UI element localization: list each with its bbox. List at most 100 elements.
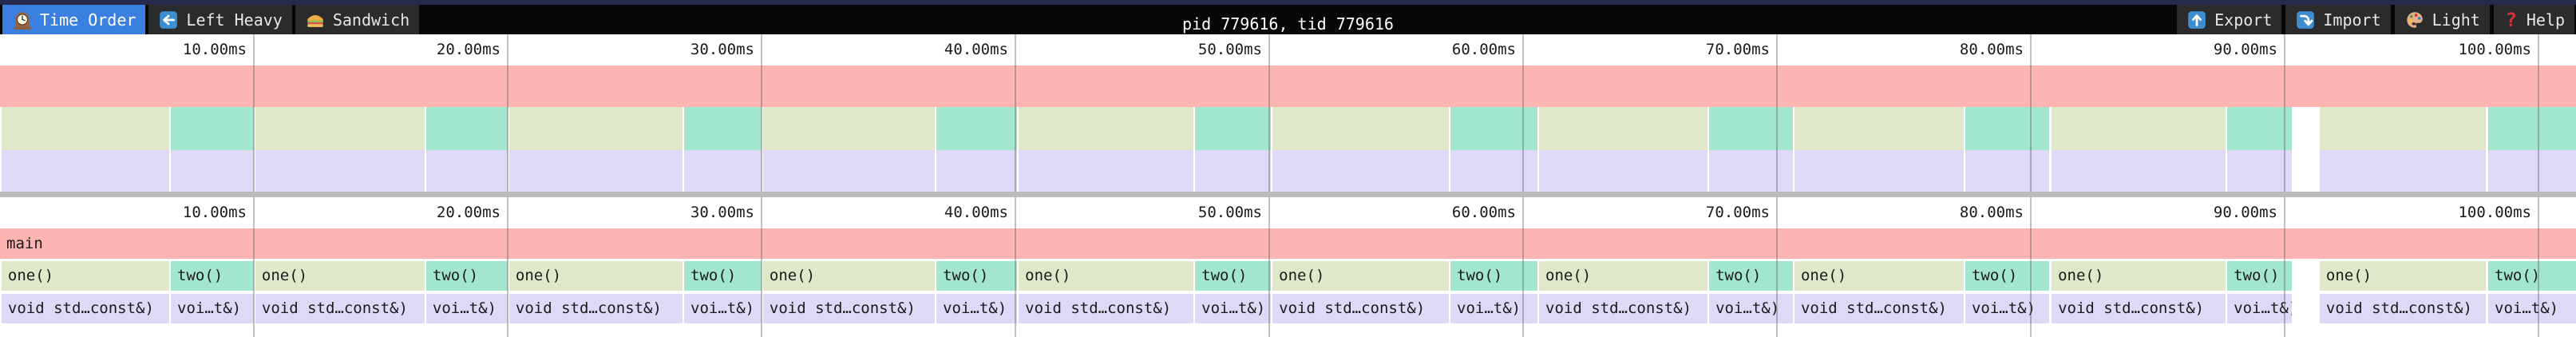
frame[interactable]: one() (1794, 261, 1965, 291)
frame[interactable]: void std…const&) (508, 294, 683, 323)
time-tick-label: 30.00ms (690, 41, 754, 58)
frame[interactable]: two() (1965, 261, 2049, 291)
time-tick-label: 80.00ms (1959, 41, 2024, 58)
palette-icon (2404, 10, 2425, 30)
frame[interactable]: void std…const&) (1794, 294, 1965, 323)
minimap-segment (171, 150, 254, 192)
frame[interactable]: void std…const&) (1, 294, 170, 323)
minimap-segment (425, 150, 508, 192)
minimap-segment (1019, 107, 1193, 150)
minimap-segment (255, 150, 425, 192)
theme-toggle-button[interactable]: Light (2394, 5, 2490, 34)
minimap-segment (2227, 150, 2292, 192)
minimap-divider[interactable] (0, 192, 2576, 197)
minimap-segment (2319, 150, 2486, 192)
minimap-segment (2488, 107, 2576, 150)
tab-sandwich[interactable]: Sandwich (295, 5, 420, 34)
frame[interactable]: main (0, 228, 2576, 259)
frame[interactable]: voi…t&) (936, 294, 1017, 323)
frame[interactable]: one() (2319, 261, 2486, 291)
frame[interactable]: two() (171, 261, 254, 291)
export-button[interactable]: Export (2177, 5, 2282, 34)
time-tick-label: 100.00ms (2458, 204, 2531, 221)
time-tick-label: 90.00ms (2213, 204, 2277, 221)
frame[interactable]: void std…const&) (2319, 294, 2486, 323)
minimap-segment (2319, 107, 2486, 150)
frame[interactable]: voi…t&) (171, 294, 254, 323)
frame[interactable]: one() (508, 261, 683, 291)
minimap-band-lav (0, 150, 2576, 192)
minimap-segment (2052, 150, 2226, 192)
frame[interactable]: two() (2227, 261, 2292, 291)
tab-time-order[interactable]: Time Order (2, 5, 146, 34)
time-tick-label: 50.00ms (1197, 204, 1262, 221)
time-tick-label: 20.00ms (436, 204, 501, 221)
tab-label: Left Heavy (186, 10, 283, 30)
frame[interactable]: voi…t&) (1709, 294, 1794, 323)
minimap-segment (1709, 150, 1794, 192)
tab-left-heavy[interactable]: Left Heavy (148, 5, 292, 34)
time-ruler: 10.00ms 20.00ms 30.00ms 40.00ms 50.00ms 60.00… (0, 197, 2576, 228)
minimap-segment (1272, 150, 1450, 192)
frame[interactable]: one() (255, 261, 425, 291)
minimap-segment (1539, 107, 1707, 150)
minimap-segment (2052, 107, 2226, 150)
frame[interactable]: one() (2052, 261, 2226, 291)
frame[interactable]: two() (1450, 261, 1538, 291)
sandwich-icon (305, 10, 326, 30)
frame[interactable]: two() (1709, 261, 1794, 291)
action-label: Import (2323, 10, 2381, 30)
frame[interactable]: one() (1019, 261, 1193, 291)
frame[interactable]: voi…t&) (425, 294, 508, 323)
frame[interactable]: voi…t&) (2227, 294, 2292, 323)
frame[interactable]: two() (936, 261, 1017, 291)
tab-label: Time Order (40, 10, 137, 30)
minimap-band-green (0, 107, 2576, 150)
frame[interactable]: void std…const&) (1539, 294, 1707, 323)
minimap[interactable]: 10.00ms 20.00ms 30.00ms 40.00ms 50.00ms 60.00… (0, 34, 2576, 197)
frame[interactable]: voi…t&) (684, 294, 762, 323)
action-label: Light (2432, 10, 2480, 30)
frame[interactable]: one() (1, 261, 170, 291)
frame[interactable]: voi…t&) (1450, 294, 1538, 323)
minimap-segment (1450, 107, 1538, 150)
help-button[interactable]: ? Help (2493, 5, 2574, 34)
minimap-segment (508, 107, 683, 150)
time-tick-label: 20.00ms (436, 41, 501, 58)
frame[interactable]: one() (1272, 261, 1450, 291)
frame[interactable]: two() (684, 261, 762, 291)
frame[interactable]: one() (1539, 261, 1707, 291)
frame[interactable]: voi…t&) (1965, 294, 2049, 323)
export-icon (2186, 10, 2207, 30)
frame[interactable]: two() (425, 261, 508, 291)
import-button[interactable]: Import (2285, 5, 2391, 34)
frame[interactable]: two() (2488, 261, 2576, 291)
frame[interactable]: one() (762, 261, 935, 291)
minimap-segment (2227, 107, 2292, 150)
minimap-segment (1019, 150, 1193, 192)
frame[interactable]: void std…const&) (255, 294, 425, 323)
flamegraph-view[interactable]: 10.00ms 20.00ms 30.00ms 40.00ms 50.00ms 60.00… (0, 197, 2576, 337)
minimap-segment (171, 107, 254, 150)
minimap-segment (0, 65, 2576, 107)
minimap-segment (1539, 150, 1707, 192)
toolbar: Time Order Left Heavy Sandwich pid 77961… (0, 0, 2576, 34)
frame[interactable]: voi…t&) (2488, 294, 2576, 323)
frame[interactable]: void std…const&) (762, 294, 935, 323)
minimap-time-ruler: 10.00ms 20.00ms 30.00ms 40.00ms 50.00ms 60.00… (0, 34, 2576, 65)
minimap-segment (684, 107, 762, 150)
time-tick-label: 60.00ms (1451, 204, 1516, 221)
frame[interactable]: voi…t&) (1195, 294, 1271, 323)
time-tick-label: 40.00ms (944, 204, 1008, 221)
frame[interactable]: void std…const&) (1272, 294, 1450, 323)
minimap-segment (1, 150, 170, 192)
frame[interactable]: two() (1195, 261, 1271, 291)
action-label: Export (2214, 10, 2273, 30)
frame[interactable]: void std…const&) (1019, 294, 1193, 323)
view-tabs: Time Order Left Heavy Sandwich (2, 5, 422, 34)
frame[interactable]: void std…const&) (2052, 294, 2226, 323)
time-tick-label: 70.00ms (1705, 41, 1770, 58)
minimap-segment (936, 107, 1017, 150)
time-tick-label: 50.00ms (1197, 41, 1262, 58)
